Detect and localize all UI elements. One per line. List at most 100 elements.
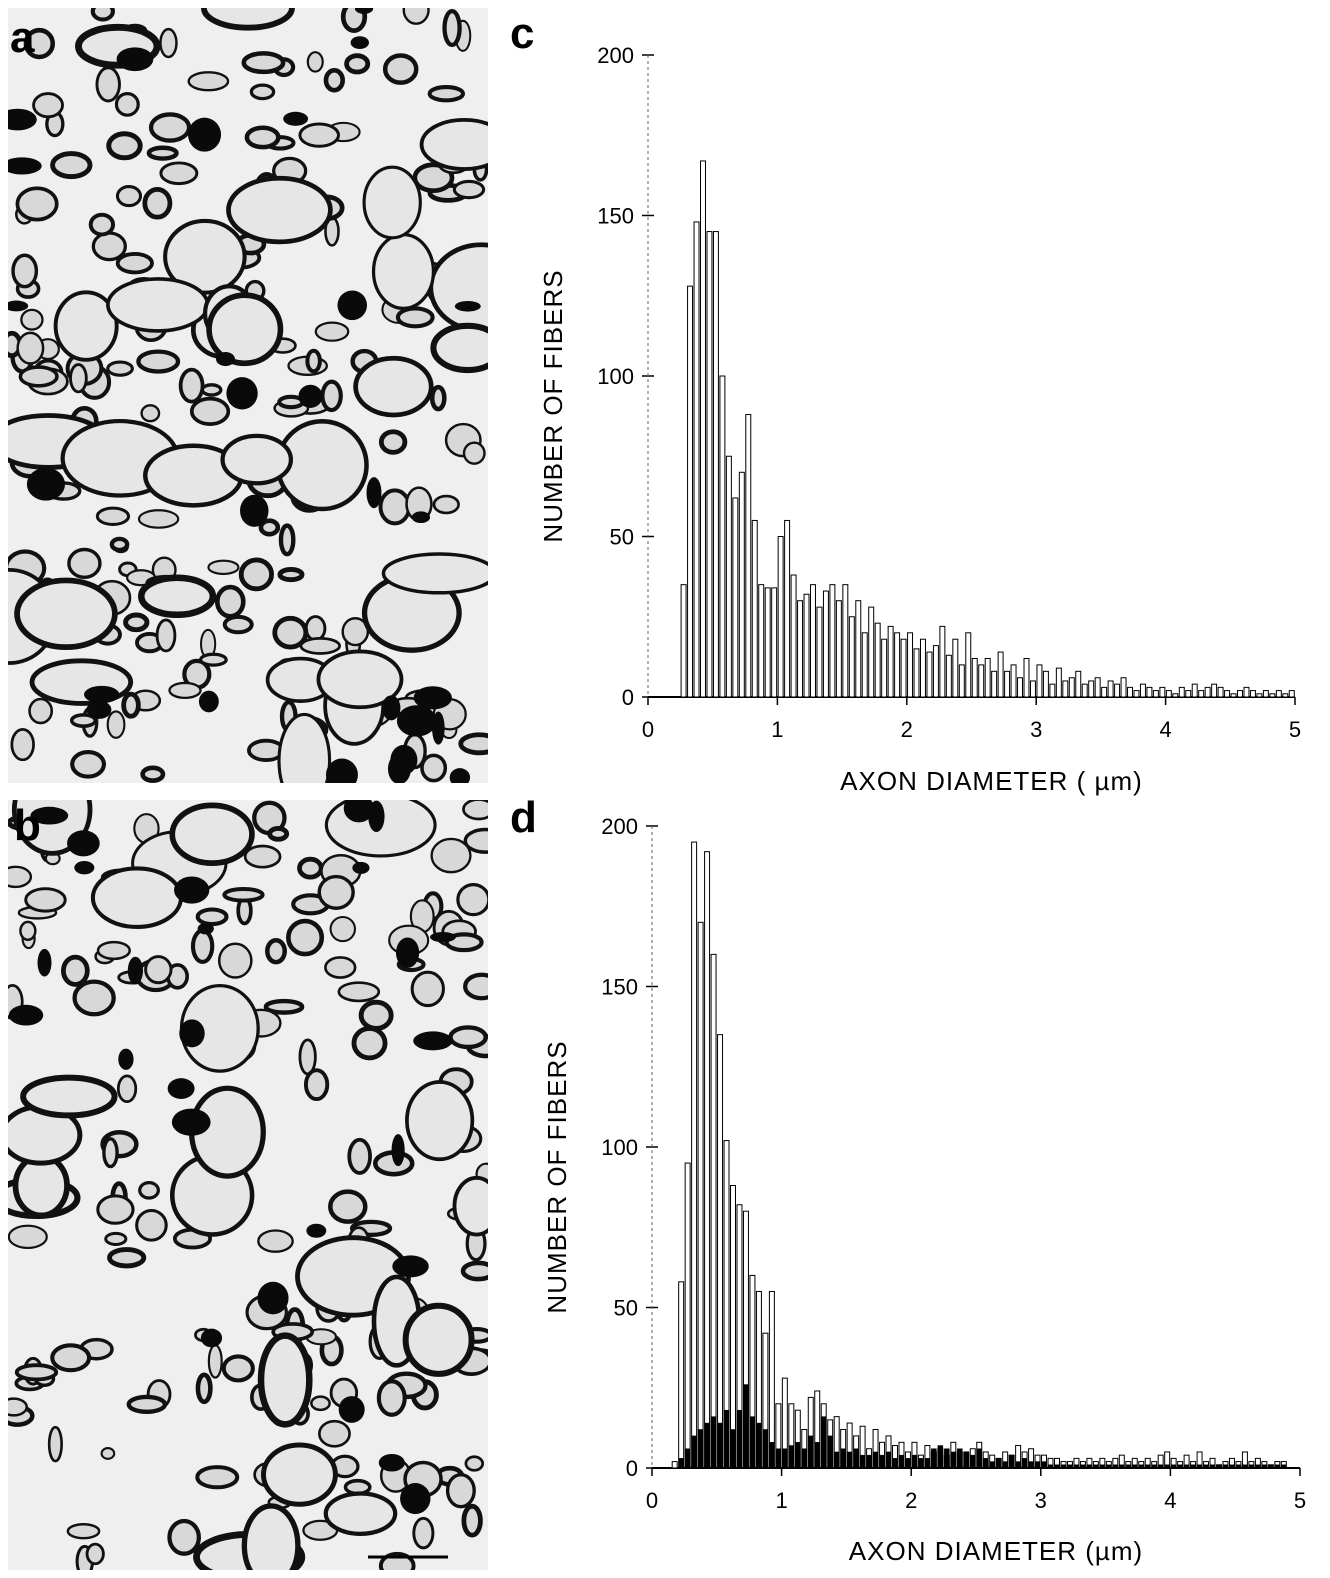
- histogram-d: 0 50 100 150 200 0 1 2 3 4 5 AXON DIAMETER (µm) NUMB…: [542, 814, 1306, 1566]
- axon-profile-small: [16, 331, 45, 365]
- histogram-bar: [1004, 670, 1011, 698]
- axon-profile-small: [305, 348, 322, 374]
- histogram-bar: [816, 606, 823, 698]
- dark-profile: [8, 157, 42, 175]
- histogram-bar-filled: [1164, 1464, 1170, 1469]
- histogram-bar: [1023, 657, 1030, 698]
- histogram-bar: [919, 638, 926, 698]
- histogram-bar-filled: [1281, 1464, 1287, 1469]
- histogram-bar: [913, 648, 920, 698]
- dark-profile: [67, 830, 100, 857]
- axon-profile-small: [115, 184, 143, 208]
- axon-profile-small: [155, 618, 177, 653]
- dark-profile: [354, 8, 374, 14]
- axon-profile-small: [85, 1542, 105, 1566]
- y-tick-label: 100: [601, 1135, 638, 1160]
- histogram-bar-filled: [820, 1416, 827, 1469]
- histogram-bar: [684, 1162, 691, 1469]
- histogram-bar-filled: [982, 1458, 989, 1469]
- histogram-bar-filled: [963, 1451, 970, 1469]
- y-tick-label: 0: [622, 685, 634, 710]
- histogram-bar: [848, 616, 855, 698]
- dark-profile: [396, 705, 437, 737]
- axon-profile-small: [402, 8, 430, 25]
- x-tick-label: 5: [1289, 717, 1301, 742]
- histogram-bar-filled: [1080, 1464, 1086, 1469]
- axon-profile-small: [347, 1137, 372, 1175]
- dark-profile: [167, 1078, 195, 1099]
- histogram-bar-filled: [743, 1384, 749, 1469]
- histogram-bar: [881, 638, 888, 698]
- histogram-bar: [829, 584, 836, 698]
- histogram-bar: [1055, 667, 1062, 698]
- histogram-bar-filled: [762, 1429, 769, 1469]
- histogram-bar: [1029, 680, 1036, 698]
- dark-profile: [188, 117, 222, 152]
- axon-profile-small: [70, 749, 107, 779]
- dark-profile: [240, 494, 269, 527]
- axon-profile-small: [263, 998, 305, 1015]
- axon-profile-small: [317, 874, 355, 910]
- axon-profile-small: [432, 494, 460, 515]
- panel-label-b: b: [14, 801, 41, 850]
- dark-profile: [84, 685, 120, 704]
- axon-profile-small: [456, 883, 488, 917]
- histogram-bar-filled: [1151, 1464, 1157, 1469]
- histogram-bar-filled: [769, 1442, 775, 1469]
- axon-profile-small: [351, 1026, 388, 1061]
- axon-profile-small: [298, 1038, 317, 1076]
- dark-profile: [298, 384, 323, 408]
- histogram-bar: [1237, 690, 1243, 698]
- axon-profile-small: [115, 251, 154, 275]
- y-tick-label: 0: [626, 1456, 638, 1481]
- histogram-bar-filled: [1183, 1464, 1190, 1469]
- axon-profile-small: [303, 1068, 330, 1102]
- axon-profile-small: [278, 523, 296, 557]
- x-tick-label: 2: [905, 1488, 917, 1513]
- histogram-bar: [939, 625, 946, 698]
- dark-profile: [387, 753, 411, 783]
- histogram-bar-filled: [950, 1451, 957, 1469]
- axon-profile-large: [138, 574, 217, 619]
- y-tick-label: 150: [601, 975, 638, 1000]
- axon-profile-small: [20, 308, 44, 331]
- histogram-bar-filled: [1047, 1464, 1054, 1469]
- axon-profile-small: [90, 8, 115, 22]
- axon-profile-small: [272, 615, 309, 650]
- axon-profile-large: [201, 8, 295, 31]
- axon-profile-small: [238, 557, 274, 592]
- histogram-bar-filled: [931, 1448, 937, 1469]
- dark-profile: [283, 111, 309, 126]
- axon-profile-small: [448, 1025, 488, 1050]
- histogram-bar-filled: [795, 1442, 801, 1469]
- histogram-bar-filled: [1002, 1461, 1008, 1469]
- histogram-bar-filled: [1177, 1464, 1183, 1469]
- histogram-bar: [1204, 686, 1211, 698]
- histogram-bar: [1185, 690, 1192, 698]
- histogram-bar: [768, 1290, 775, 1469]
- y-axis-title: NUMBER OF FIBERS: [538, 269, 568, 542]
- histogram-bar: [671, 1461, 678, 1469]
- axon-profile-small: [106, 131, 143, 161]
- histogram-bar-filled: [905, 1458, 911, 1469]
- histogram-bar: [687, 285, 694, 698]
- histogram-bar: [1269, 693, 1276, 698]
- histogram-bar: [822, 590, 829, 698]
- axon-profile-small: [458, 732, 488, 756]
- histogram-bar-filled: [1015, 1461, 1021, 1469]
- histogram-bar-filled: [801, 1448, 808, 1469]
- dark-profile: [116, 47, 154, 72]
- histogram-bar-filled: [1112, 1464, 1119, 1469]
- histogram-bar: [693, 221, 700, 698]
- histogram-bar: [738, 471, 745, 698]
- dark-profile: [118, 1048, 134, 1070]
- axon-profile-small: [140, 765, 166, 783]
- axon-profile-small: [126, 1394, 168, 1415]
- axon-profile-large: [163, 218, 247, 295]
- histogram-bar: [1075, 670, 1082, 698]
- axon-profile-small: [460, 1260, 488, 1282]
- histogram-bar: [1068, 677, 1075, 698]
- axon-profile-large: [316, 649, 404, 710]
- histogram-bar-filled: [1021, 1458, 1028, 1469]
